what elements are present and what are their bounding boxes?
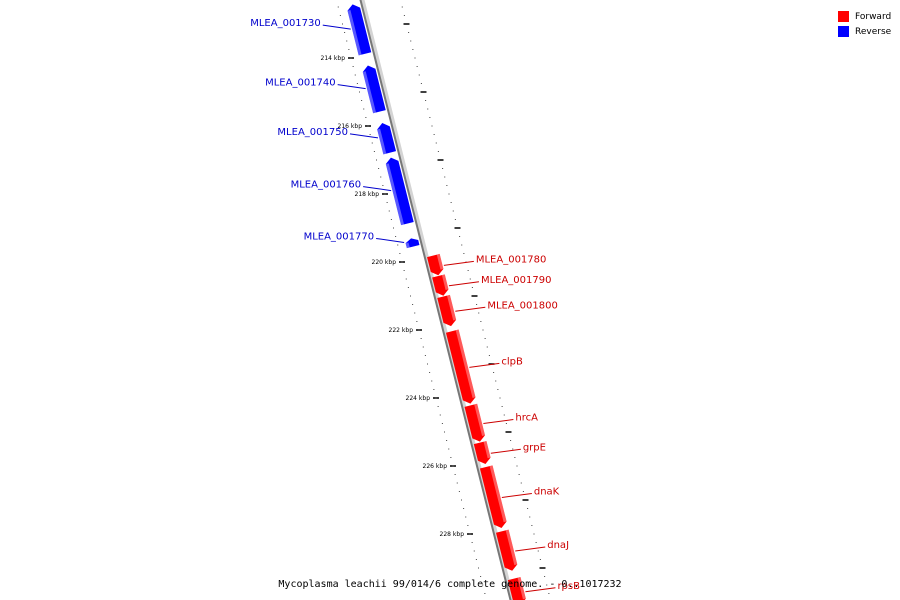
tick-label: 220 kbp: [372, 259, 397, 266]
gene-label[interactable]: MLEA_001800: [487, 300, 558, 311]
legend-item-forward: Forward: [838, 9, 891, 24]
gene-label[interactable]: MLEA_001730: [250, 18, 321, 29]
gene-dnaJ[interactable]: [495, 529, 519, 573]
leader-line: [376, 237, 405, 243]
gene-label[interactable]: dnaJ: [547, 540, 569, 551]
tick-label: 226 kbp: [423, 463, 448, 470]
gene-rpsB[interactable]: [507, 577, 527, 600]
tick-label: 214 kbp: [321, 55, 346, 62]
gene-labels: MLEA_001730 MLEA_001740 MLEA_001750 MLEA_00…: [250, 18, 580, 593]
gene-MLEA_001750[interactable]: [376, 121, 396, 155]
gene-label[interactable]: dnaK: [534, 486, 560, 497]
leader-line: [322, 24, 351, 30]
gene-label[interactable]: MLEA_001780: [476, 254, 547, 265]
gene-label[interactable]: grpE: [523, 442, 546, 453]
gene-dnaK[interactable]: [479, 465, 508, 529]
tick-label: 218 kbp: [355, 191, 380, 198]
gene-MLEA_001800[interactable]: [437, 294, 457, 328]
gene-label[interactable]: clpB: [501, 356, 523, 367]
gene-label[interactable]: MLEA_001740: [265, 78, 336, 89]
legend-item-reverse: Reverse: [838, 24, 891, 39]
gene-MLEA_001740[interactable]: [362, 64, 386, 114]
leader-line: [515, 546, 546, 552]
reverse-swatch-icon: [838, 26, 849, 37]
gene-MLEA_001760[interactable]: [385, 156, 414, 226]
tick-label: 216 kbp: [338, 123, 363, 130]
leader-line: [363, 186, 392, 192]
leader-line: [443, 260, 474, 266]
gene-label[interactable]: MLEA_001760: [291, 180, 362, 191]
tick-label: 228 kbp: [440, 531, 465, 538]
gene-label[interactable]: hrcA: [515, 413, 538, 424]
gene-grpE[interactable]: [473, 440, 492, 466]
gene-MLEA_001780[interactable]: [427, 253, 445, 277]
forward-swatch-icon: [838, 11, 849, 22]
leader-line: [455, 306, 486, 312]
gene-MLEA_001790[interactable]: [432, 274, 450, 297]
gene-clpB[interactable]: [445, 329, 477, 406]
map-caption: Mycoplasma leachii 99/014/6 complete gen…: [278, 579, 622, 590]
leader-line: [337, 84, 366, 90]
leader-line: [490, 448, 521, 454]
tick-label: 222 kbp: [389, 327, 414, 334]
legend-label-reverse: Reverse: [855, 26, 892, 37]
gene-label[interactable]: MLEA_001770: [304, 231, 375, 242]
legend-label-forward: Forward: [855, 11, 892, 22]
leader-line: [349, 133, 379, 139]
tick-label: 224 kbp: [406, 395, 431, 402]
leader-line: [525, 587, 556, 593]
leader-line: [448, 281, 480, 287]
leader-line: [483, 419, 514, 424]
legend: Forward Reverse: [838, 9, 891, 39]
gene-label[interactable]: MLEA_001790: [481, 275, 552, 286]
gene-MLEA_001730[interactable]: [346, 3, 372, 56]
scale-ticks: 214 kbp 216 kbp 218 kbp 220 kbp 222 kbp 224 k…: [321, 6, 550, 594]
leader-line: [469, 362, 500, 368]
leader-line: [501, 492, 532, 498]
gene-MLEA_001770[interactable]: [405, 237, 420, 249]
gene-label[interactable]: rpsB: [557, 581, 580, 592]
genome-backbone: [359, 0, 515, 600]
gene-label[interactable]: MLEA_001750: [277, 127, 348, 138]
gene-hrcA[interactable]: [464, 403, 487, 443]
gene-features: [346, 3, 527, 600]
